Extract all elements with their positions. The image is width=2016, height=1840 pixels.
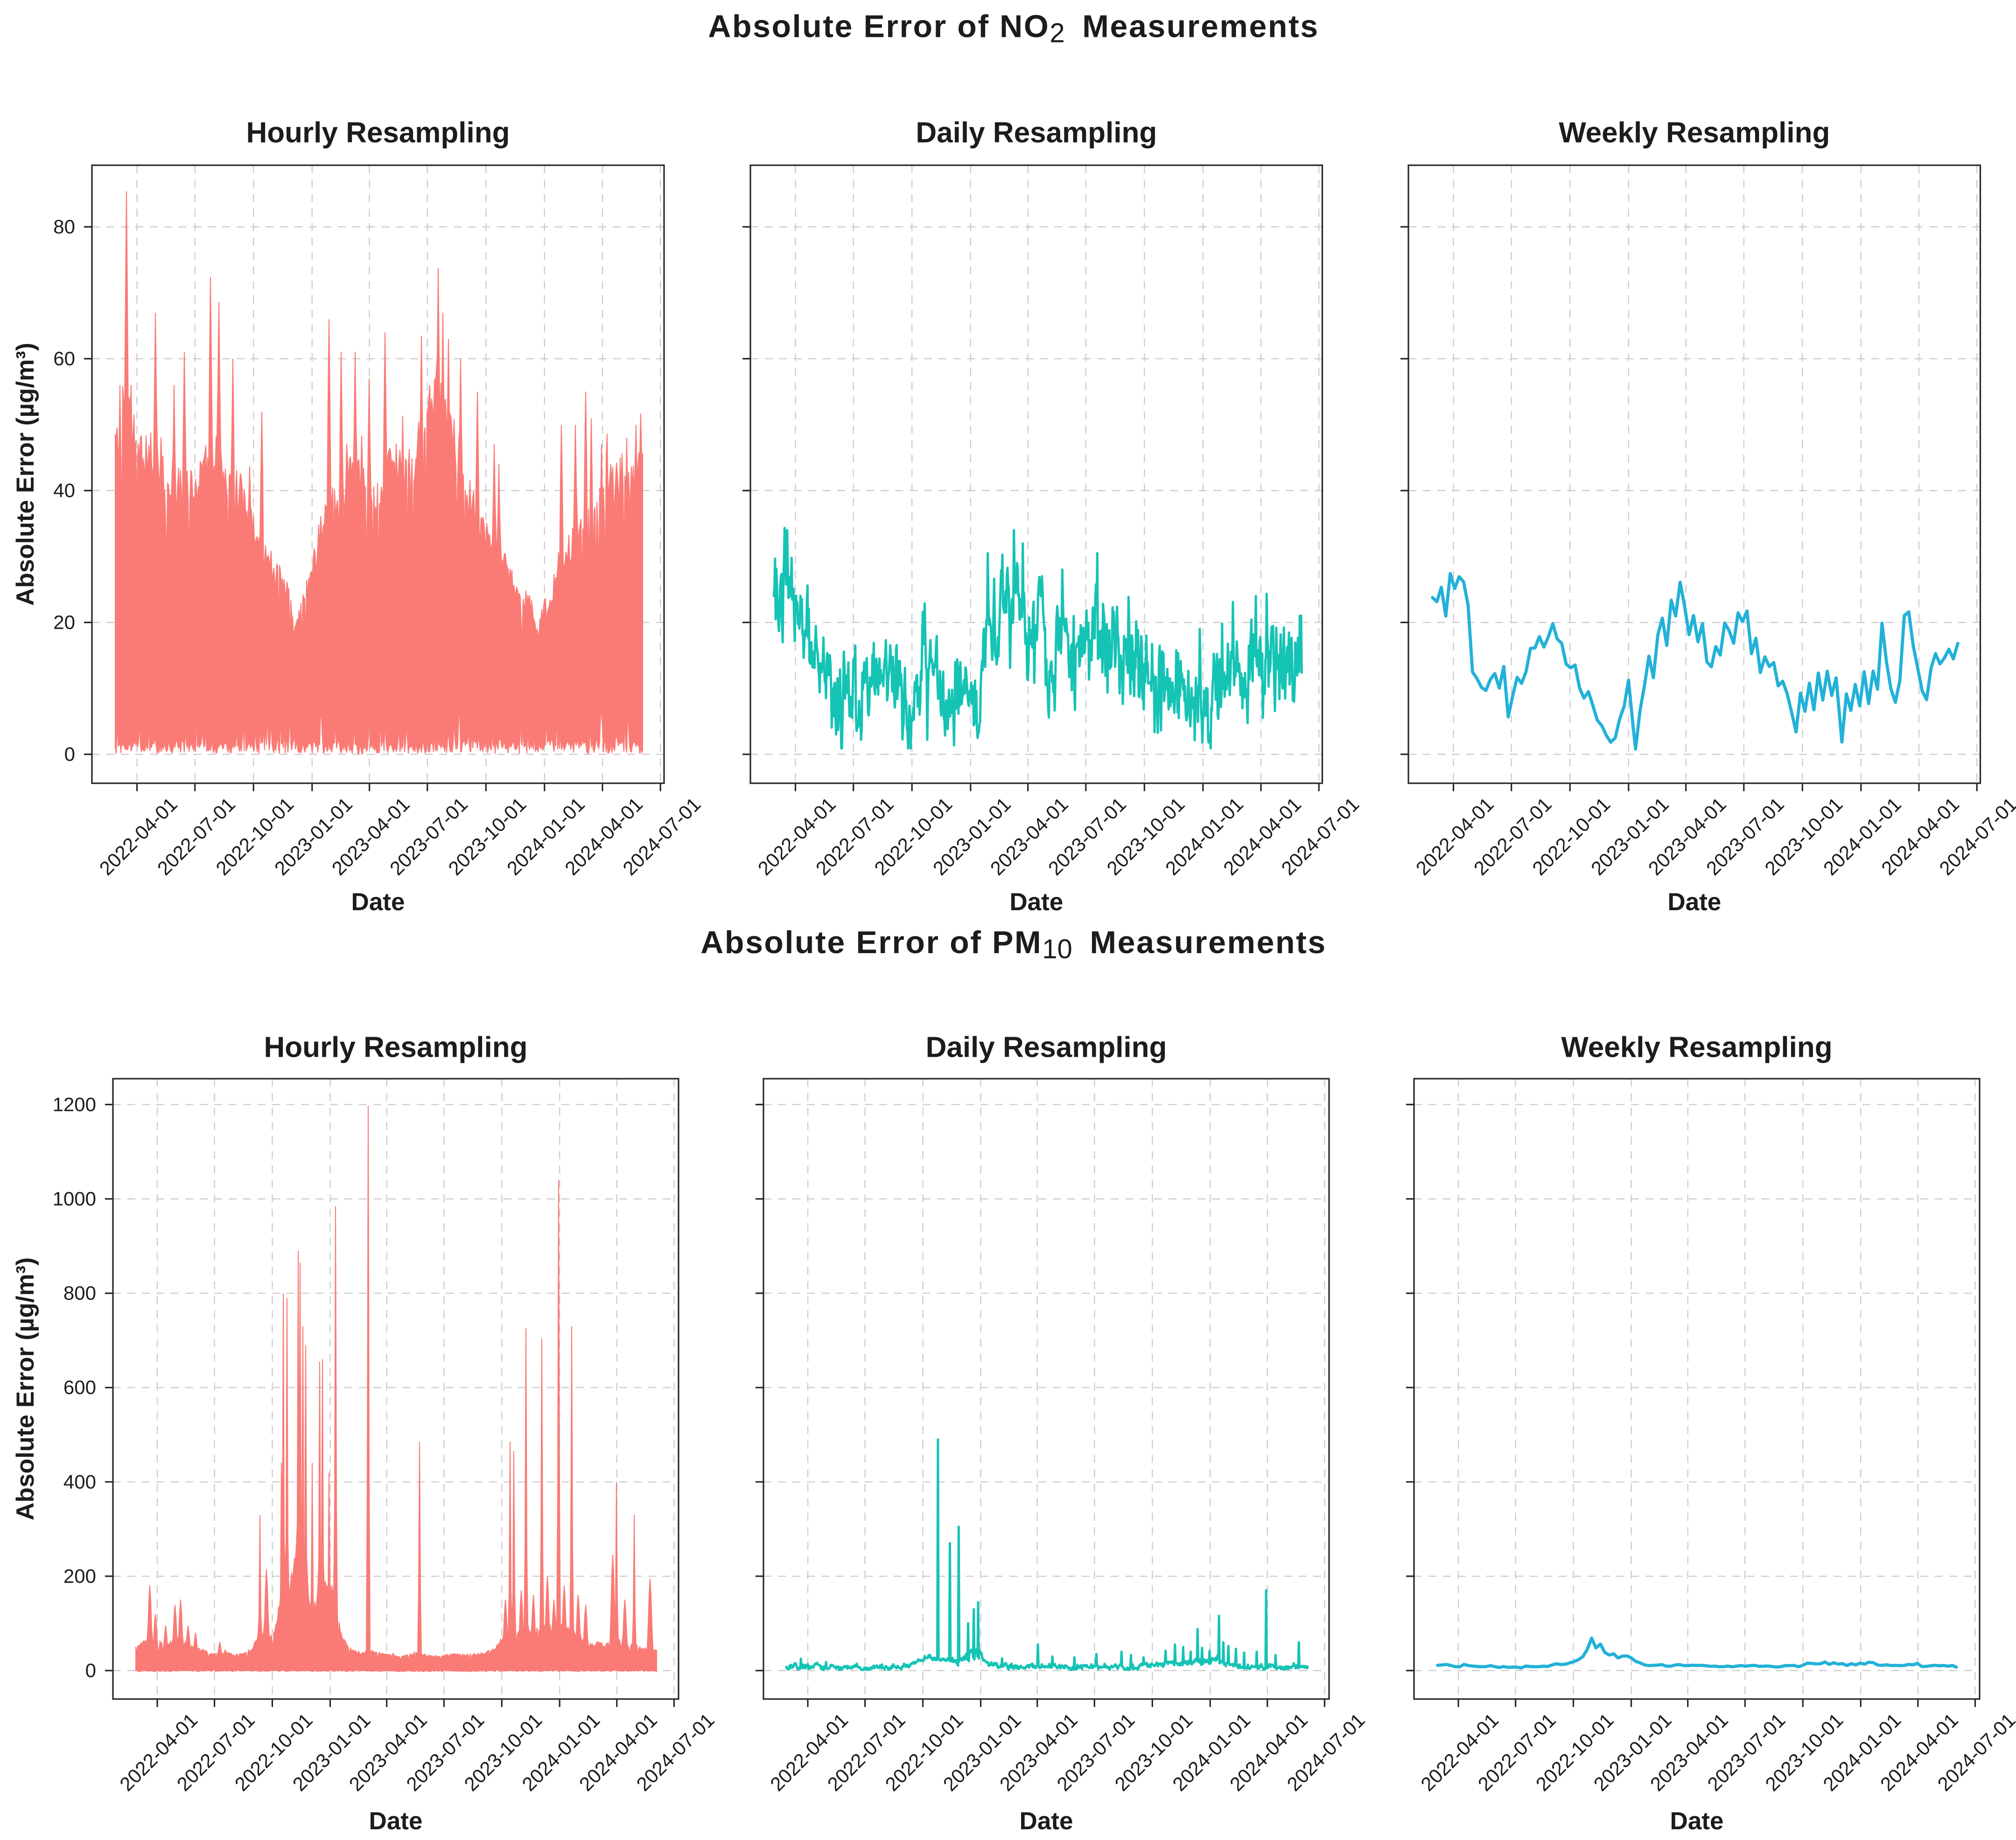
svg-text:Absolute Error (µg/m³): Absolute Error (µg/m³) — [12, 1257, 39, 1521]
svg-text:200: 200 — [63, 1565, 96, 1587]
svg-text:20: 20 — [53, 611, 75, 633]
svg-text:600: 600 — [63, 1376, 96, 1398]
svg-text:Weekly Resampling: Weekly Resampling — [1559, 117, 1830, 149]
svg-text:Absolute Error (µg/m³): Absolute Error (µg/m³) — [12, 343, 39, 606]
svg-text:0: 0 — [85, 1659, 96, 1681]
svg-text:Hourly Resampling: Hourly Resampling — [264, 1031, 528, 1063]
svg-text:1200: 1200 — [53, 1093, 96, 1115]
svg-text:Date: Date — [369, 1807, 423, 1835]
svg-text:Daily Resampling: Daily Resampling — [926, 1031, 1167, 1063]
svg-text:Absolute Error of NO2 Measure: Absolute Error of NO2 Measurements — [708, 9, 1319, 49]
svg-text:60: 60 — [53, 348, 75, 370]
svg-text:Date: Date — [351, 888, 405, 916]
svg-text:Date: Date — [1670, 1807, 1724, 1835]
svg-text:Date: Date — [1009, 888, 1063, 916]
svg-text:Hourly Resampling: Hourly Resampling — [246, 117, 510, 149]
svg-text:Date: Date — [1667, 888, 1721, 916]
svg-text:1000: 1000 — [53, 1188, 96, 1210]
svg-text:80: 80 — [53, 216, 75, 238]
svg-text:40: 40 — [53, 479, 75, 501]
svg-text:400: 400 — [63, 1471, 96, 1493]
svg-text:800: 800 — [63, 1282, 96, 1304]
svg-text:Absolute Error of PM10 Measur: Absolute Error of PM10 Measurements — [700, 925, 1327, 964]
svg-text:Weekly Resampling: Weekly Resampling — [1561, 1031, 1832, 1063]
svg-text:0: 0 — [64, 743, 75, 765]
svg-text:Daily Resampling: Daily Resampling — [916, 117, 1157, 149]
svg-text:Date: Date — [1020, 1807, 1073, 1835]
